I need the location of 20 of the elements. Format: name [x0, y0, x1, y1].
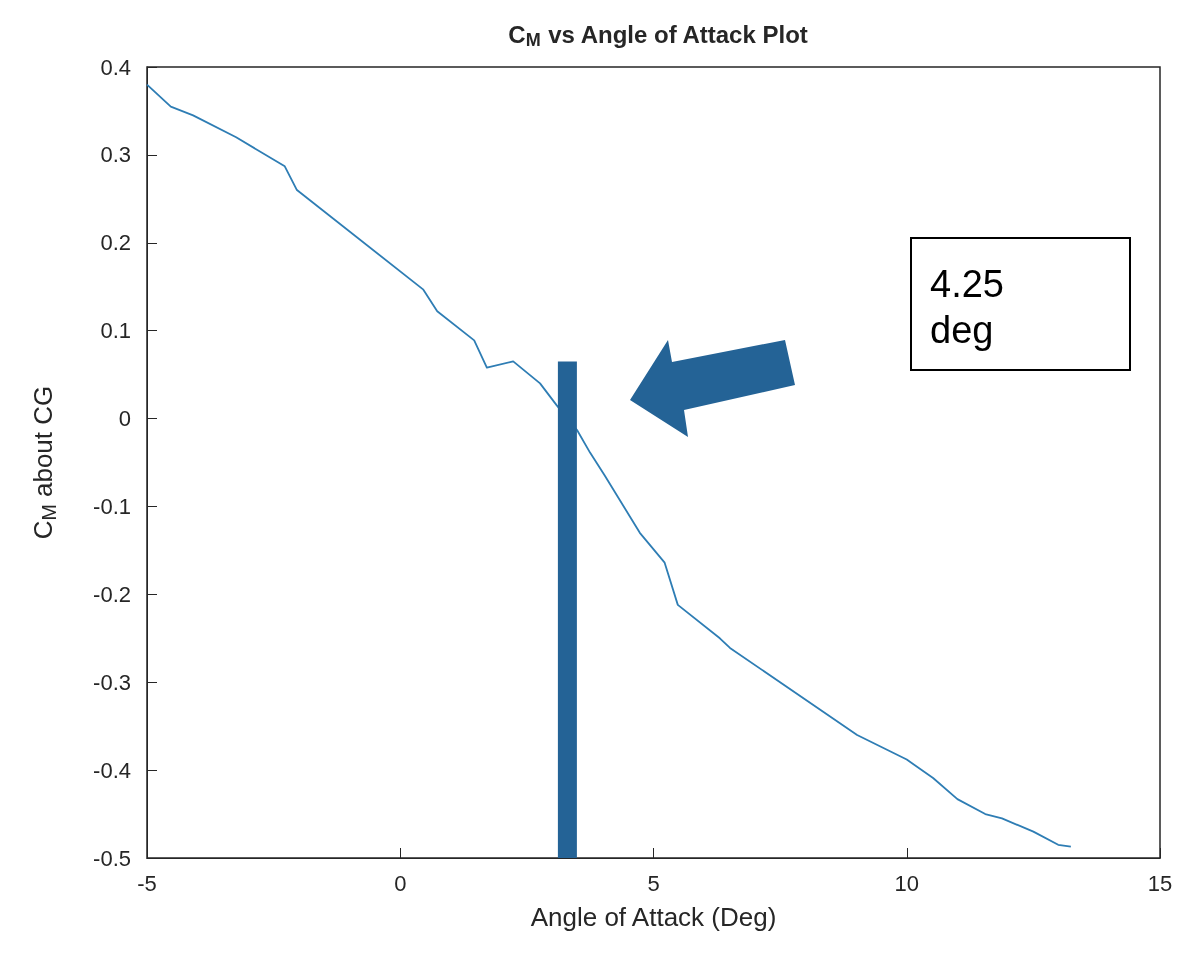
- annotation: 4.25 deg: [930, 262, 1005, 353]
- line-series: [146, 83, 1072, 848]
- y-tick-label: 0.3: [100, 142, 131, 168]
- y-tick-label: -0.3: [93, 669, 131, 695]
- x-tick-label: 15: [1147, 870, 1173, 896]
- y-tick-label: -0.4: [93, 757, 131, 783]
- y-tick-label: -0.1: [93, 493, 131, 519]
- y-tick-label: 0: [118, 406, 131, 432]
- y-tick-label: 0.1: [100, 318, 131, 344]
- x-tick-label: 5: [647, 870, 660, 896]
- x-tick-label: 0: [394, 870, 407, 896]
- x-axis-title: Angle of Attack (Deg): [530, 902, 777, 932]
- note-box: 4.25 deg: [910, 237, 1131, 371]
- y-tick-label: -0.5: [93, 845, 131, 871]
- y-tick-label: 0.2: [100, 230, 131, 256]
- y-axis-title: CM about CG: [27, 385, 60, 540]
- y-tick-label: 0.4: [100, 54, 131, 80]
- x-tick-label: -5: [137, 870, 157, 896]
- y-tick-label: -0.2: [93, 581, 131, 607]
- x-tick-label: 10: [894, 870, 919, 896]
